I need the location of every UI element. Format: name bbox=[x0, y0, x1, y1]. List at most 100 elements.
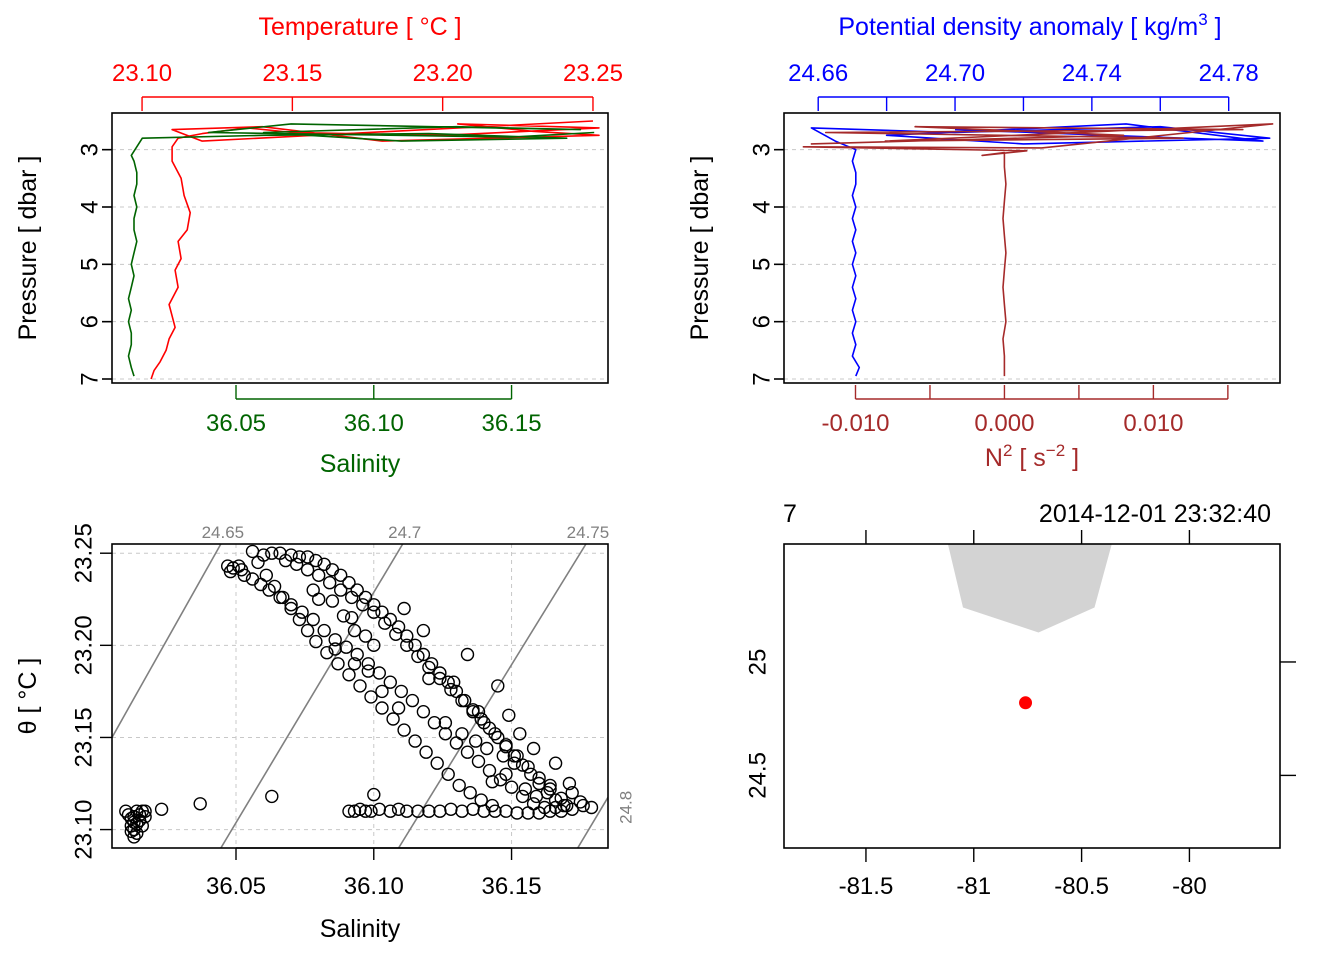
ts-point bbox=[300, 550, 315, 564]
ts-theta-axis-title: θ [ °C ] bbox=[14, 658, 42, 735]
panel-temperature-salinity-profile: 23.10 23.15 23.20 23.25 36.05 36.10 36.15 3 4 5… bbox=[14, 13, 623, 478]
ts-point bbox=[411, 804, 425, 818]
ts-point bbox=[389, 627, 403, 641]
ts-point bbox=[576, 798, 590, 813]
density-profile-line bbox=[810, 123, 1271, 377]
p4-map-frame bbox=[783, 543, 1281, 849]
ts-point bbox=[584, 800, 599, 815]
ts-point bbox=[245, 544, 260, 559]
ts-point bbox=[306, 583, 320, 597]
ts-point bbox=[526, 741, 541, 756]
salinity-profile-line bbox=[127, 123, 595, 377]
ts-point bbox=[518, 782, 532, 796]
ts-point bbox=[138, 804, 152, 818]
p3-grid bbox=[112, 544, 608, 848]
ts-point bbox=[416, 623, 431, 638]
ts-point bbox=[444, 682, 458, 697]
isopycnal-line-24.75 bbox=[397, 544, 587, 848]
station-time-label: 2014-12-01 23:32:40 bbox=[1039, 500, 1271, 528]
ts-point bbox=[292, 550, 307, 564]
p1-grid bbox=[112, 149, 608, 380]
ts-point bbox=[284, 601, 298, 616]
ts-point bbox=[383, 675, 397, 689]
coastline-land-polygon bbox=[784, 544, 1112, 633]
ts-point bbox=[273, 590, 287, 605]
ts-point bbox=[367, 605, 381, 619]
ts-point bbox=[328, 642, 342, 656]
isopycnal-line-24.7 bbox=[220, 544, 404, 848]
ts-point bbox=[455, 693, 469, 708]
ts-point bbox=[488, 727, 502, 741]
p1-top-tick-label-0: 23.10 bbox=[112, 60, 172, 87]
ts-salinity-axis: 36.05 36.10 36.15 bbox=[206, 847, 542, 900]
ts-point bbox=[433, 671, 447, 686]
ts-point bbox=[532, 771, 546, 785]
isopycnal-label-24.8: 24.8 bbox=[617, 791, 636, 824]
longitude-tick-label-2: -80.5 bbox=[1054, 873, 1109, 900]
ts-point bbox=[521, 806, 535, 820]
ts-point bbox=[548, 756, 563, 770]
p2-bottom-tick-label-4: 0.010 bbox=[1123, 410, 1183, 437]
ts-point bbox=[339, 640, 353, 654]
ts-point bbox=[312, 592, 326, 606]
ts-theta-tick-label-0: 23.10 bbox=[71, 800, 98, 860]
ts-point bbox=[323, 576, 337, 590]
ts-point bbox=[378, 616, 392, 630]
ts-point bbox=[405, 693, 420, 708]
ts-point bbox=[154, 802, 169, 816]
ts-point bbox=[455, 727, 469, 741]
ts-point bbox=[259, 568, 273, 582]
ts-point bbox=[325, 594, 340, 608]
ts-point bbox=[334, 568, 348, 582]
ts-point bbox=[491, 730, 505, 745]
ts-point bbox=[361, 657, 375, 671]
ts-point bbox=[463, 786, 477, 800]
ts-point bbox=[573, 795, 588, 809]
temperature-axis: 23.10 23.15 23.20 23.25 bbox=[112, 60, 623, 111]
ts-point bbox=[394, 684, 408, 699]
ts-point bbox=[267, 579, 282, 594]
p2-pressure-tick-label-7: 7 bbox=[749, 372, 776, 385]
ts-point bbox=[422, 671, 436, 686]
p2-bottom-tick-label-0: -0.010 bbox=[821, 410, 889, 437]
p1-bottom-tick-label-1: 36.10 bbox=[344, 410, 404, 437]
ts-theta-tick-label-2: 23.20 bbox=[71, 615, 98, 675]
ts-point bbox=[474, 712, 488, 726]
ts-point bbox=[328, 633, 342, 647]
p1-pressure-tick-label-5: 5 bbox=[77, 258, 104, 271]
temperature-profile-line bbox=[150, 120, 600, 380]
ts-point bbox=[471, 705, 486, 719]
p1-pressure-tick-label-6: 6 bbox=[77, 315, 104, 328]
ts-point bbox=[223, 564, 238, 579]
ts-point bbox=[540, 786, 555, 800]
isopycnal-label-24.65: 24.65 bbox=[202, 523, 245, 542]
isopycnal-label-24.75: 24.75 bbox=[567, 523, 610, 542]
ts-point bbox=[397, 601, 411, 616]
ts-point bbox=[400, 804, 414, 818]
ts-point bbox=[367, 787, 381, 802]
ts-point bbox=[537, 800, 552, 815]
p1-pressure-axis-title: Pressure [ dbar ] bbox=[14, 156, 42, 341]
ts-point bbox=[364, 690, 378, 704]
ts-point bbox=[499, 804, 513, 818]
ts-point bbox=[372, 802, 386, 816]
ts-point bbox=[375, 701, 389, 715]
ts-point bbox=[342, 576, 356, 590]
ts-point bbox=[309, 553, 323, 568]
ts-salinity-tick-label-2: 36.15 bbox=[482, 873, 542, 900]
ts-point bbox=[526, 797, 541, 811]
ts-point bbox=[521, 760, 535, 774]
ts-point bbox=[416, 647, 431, 662]
ts-point bbox=[504, 780, 519, 794]
ts-point bbox=[193, 797, 207, 811]
ts-point bbox=[474, 793, 488, 807]
ts-point bbox=[557, 798, 571, 813]
ts-point bbox=[400, 629, 414, 643]
ts-salinity-tick-label-0: 36.05 bbox=[206, 873, 266, 900]
ts-point bbox=[422, 804, 436, 818]
density-axis: 24.66 24.70 24.74 24.78 bbox=[788, 60, 1259, 111]
ts-point bbox=[254, 577, 268, 592]
ts-point bbox=[386, 712, 400, 726]
ts-point bbox=[416, 705, 431, 719]
